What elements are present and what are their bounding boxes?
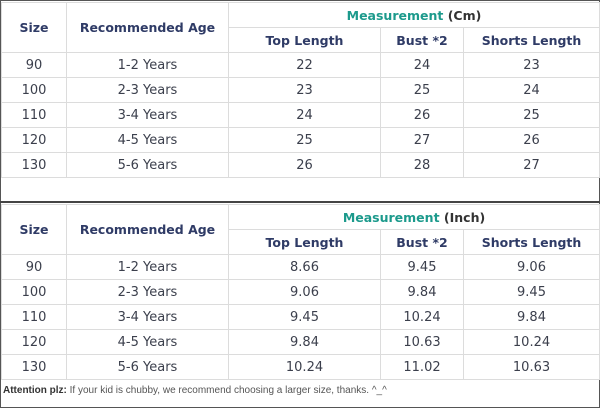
bust-cell: 9.45 xyxy=(380,254,464,280)
top-length-cell: 23 xyxy=(228,77,381,103)
age-cell: 5-6 Years xyxy=(66,354,229,380)
age-header: Recommended Age xyxy=(66,204,229,255)
top-length-cell: 8.66 xyxy=(228,254,381,280)
shorts-length-cell: 9.06 xyxy=(462,254,600,280)
age-cell: 4-5 Years xyxy=(66,127,229,153)
table-row: 100 2-3 Years 9.06 9.84 9.45 xyxy=(1,279,600,305)
age-cell: 1-2 Years xyxy=(66,52,229,78)
size-header: Size xyxy=(1,204,67,255)
bust-cell: 27 xyxy=(380,127,464,153)
shorts-length-cell: 27 xyxy=(463,152,600,178)
shorts-length-header: Shorts Length xyxy=(462,229,600,255)
table-divider xyxy=(0,201,600,203)
shorts-length-cell: 10.63 xyxy=(462,354,600,380)
size-cell: 130 xyxy=(1,354,67,380)
top-length-header: Top Length xyxy=(228,27,381,53)
measurement-header: Measurement (Inch) xyxy=(227,204,600,230)
size-table-cm: Size Recommended Age Measurement (Cm) To… xyxy=(1,2,600,178)
size-cell: 100 xyxy=(1,279,67,305)
bust-cell: 28 xyxy=(380,152,464,178)
top-length-cell: 24 xyxy=(228,102,381,128)
size-cell: 90 xyxy=(1,254,67,280)
age-cell: 3-4 Years xyxy=(66,304,229,330)
measurement-label: Measurement xyxy=(346,7,444,23)
size-cell: 120 xyxy=(1,329,67,355)
bust-cell: 10.24 xyxy=(380,304,464,330)
bust-header: Bust *2 xyxy=(380,229,464,255)
bust-header: Bust *2 xyxy=(380,27,464,53)
shorts-length-cell: 9.84 xyxy=(462,304,600,330)
shorts-length-cell: 24 xyxy=(463,77,600,103)
attention-note: Attention plz: If your kid is chubby, we… xyxy=(3,385,387,396)
size-cell: 110 xyxy=(1,304,67,330)
size-cell: 100 xyxy=(1,77,67,103)
table-row: 100 2-3 Years 23 25 24 xyxy=(1,77,600,103)
size-cell: 90 xyxy=(1,52,67,78)
age-cell: 2-3 Years xyxy=(66,77,229,103)
table-row: 110 3-4 Years 24 26 25 xyxy=(1,102,600,128)
note-text: If your kid is chubby, we recommend choo… xyxy=(66,385,387,396)
bust-cell: 24 xyxy=(380,52,464,78)
size-cell: 120 xyxy=(1,127,67,153)
table-row: 120 4-5 Years 25 27 26 xyxy=(1,127,600,153)
top-length-cell: 25 xyxy=(228,127,381,153)
top-length-cell: 10.24 xyxy=(228,354,381,380)
measurement-header: Measurement (Cm) xyxy=(228,2,600,28)
shorts-length-cell: 26 xyxy=(463,127,600,153)
top-length-cell: 22 xyxy=(228,52,381,78)
top-length-cell: 26 xyxy=(228,152,381,178)
unit-label: (Cm) xyxy=(447,7,482,23)
measurement-label: Measurement xyxy=(342,209,440,225)
table-row: 120 4-5 Years 9.84 10.63 10.24 xyxy=(1,329,600,355)
shorts-length-cell: 10.24 xyxy=(462,329,600,355)
table-row: 130 5-6 Years 10.24 11.02 10.63 xyxy=(1,354,600,380)
shorts-length-cell: 23 xyxy=(463,52,600,78)
bust-cell: 25 xyxy=(380,77,464,103)
table-row: 90 1-2 Years 22 24 23 xyxy=(1,52,600,78)
shorts-length-header: Shorts Length xyxy=(463,27,600,53)
top-length-cell: 9.45 xyxy=(228,304,381,330)
bust-cell: 11.02 xyxy=(380,354,464,380)
size-header: Size xyxy=(1,2,67,53)
table-row: 130 5-6 Years 26 28 27 xyxy=(1,152,600,178)
shorts-length-cell: 9.45 xyxy=(462,279,600,305)
table-row: 90 1-2 Years 8.66 9.45 9.06 xyxy=(1,254,600,280)
age-cell: 3-4 Years xyxy=(66,102,229,128)
table-row: 110 3-4 Years 9.45 10.24 9.84 xyxy=(1,304,600,330)
bust-cell: 10.63 xyxy=(380,329,464,355)
bust-cell: 26 xyxy=(380,102,464,128)
age-cell: 1-2 Years xyxy=(66,254,229,280)
age-header: Recommended Age xyxy=(66,2,229,53)
note-label: Attention plz: xyxy=(3,385,67,396)
unit-label: (Inch) xyxy=(443,209,486,225)
top-length-header: Top Length xyxy=(228,229,381,255)
age-cell: 5-6 Years xyxy=(66,152,229,178)
shorts-length-cell: 25 xyxy=(463,102,600,128)
size-table-inch: Size Recommended Age Measurement (Inch) … xyxy=(1,204,600,380)
size-cell: 110 xyxy=(1,102,67,128)
top-length-cell: 9.84 xyxy=(228,329,381,355)
top-length-cell: 9.06 xyxy=(228,279,381,305)
bust-cell: 9.84 xyxy=(380,279,464,305)
size-cell: 130 xyxy=(1,152,67,178)
age-cell: 2-3 Years xyxy=(66,279,229,305)
age-cell: 4-5 Years xyxy=(66,329,229,355)
